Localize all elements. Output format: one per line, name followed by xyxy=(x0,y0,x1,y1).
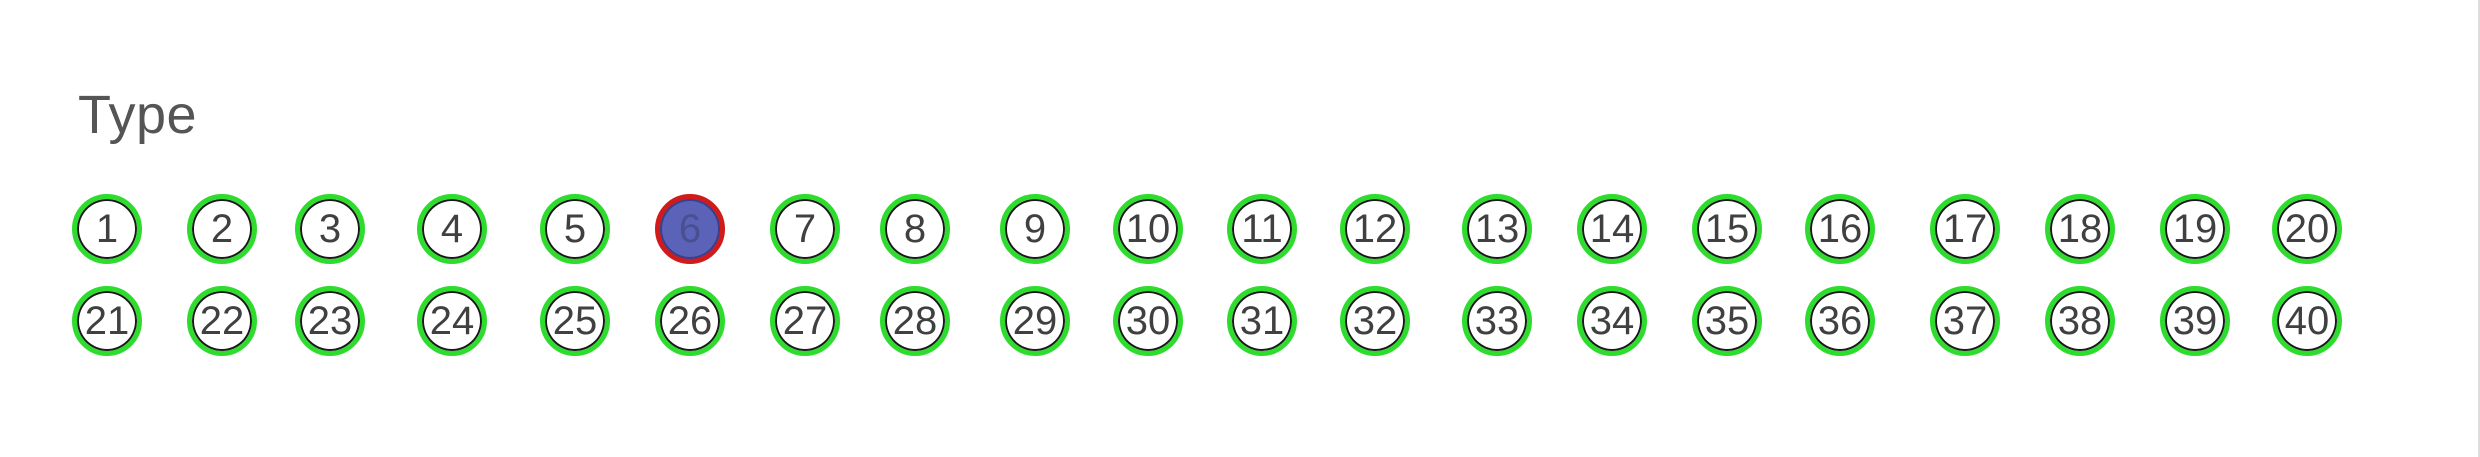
type-option-10[interactable]: 10 xyxy=(1113,194,1183,264)
right-border xyxy=(2478,0,2480,457)
type-option-26[interactable]: 26 xyxy=(655,286,725,356)
type-option-21[interactable]: 21 xyxy=(72,286,142,356)
type-option-1[interactable]: 1 xyxy=(72,194,142,264)
type-option-3[interactable]: 3 xyxy=(295,194,365,264)
type-option-27[interactable]: 27 xyxy=(770,286,840,356)
type-option-16[interactable]: 16 xyxy=(1805,194,1875,264)
type-option-17[interactable]: 17 xyxy=(1930,194,2000,264)
type-option-11[interactable]: 11 xyxy=(1227,194,1297,264)
type-option-6[interactable]: 6 xyxy=(655,194,725,264)
type-option-32[interactable]: 32 xyxy=(1340,286,1410,356)
type-option-34[interactable]: 34 xyxy=(1577,286,1647,356)
type-option-40[interactable]: 40 xyxy=(2272,286,2342,356)
type-option-33[interactable]: 33 xyxy=(1462,286,1532,356)
type-option-8[interactable]: 8 xyxy=(880,194,950,264)
type-option-4[interactable]: 4 xyxy=(417,194,487,264)
type-option-35[interactable]: 35 xyxy=(1692,286,1762,356)
type-option-20[interactable]: 20 xyxy=(2272,194,2342,264)
type-option-31[interactable]: 31 xyxy=(1227,286,1297,356)
type-option-36[interactable]: 36 xyxy=(1805,286,1875,356)
type-option-19[interactable]: 19 xyxy=(2160,194,2230,264)
type-option-29[interactable]: 29 xyxy=(1000,286,1070,356)
type-option-15[interactable]: 15 xyxy=(1692,194,1762,264)
type-option-12[interactable]: 12 xyxy=(1340,194,1410,264)
type-option-38[interactable]: 38 xyxy=(2045,286,2115,356)
type-option-39[interactable]: 39 xyxy=(2160,286,2230,356)
type-option-9[interactable]: 9 xyxy=(1000,194,1070,264)
type-option-37[interactable]: 37 xyxy=(1930,286,2000,356)
type-option-22[interactable]: 22 xyxy=(187,286,257,356)
type-option-25[interactable]: 25 xyxy=(540,286,610,356)
type-option-30[interactable]: 30 xyxy=(1113,286,1183,356)
type-option-18[interactable]: 18 xyxy=(2045,194,2115,264)
type-heading: Type xyxy=(78,85,198,145)
type-option-24[interactable]: 24 xyxy=(417,286,487,356)
type-option-13[interactable]: 13 xyxy=(1462,194,1532,264)
type-option-7[interactable]: 7 xyxy=(770,194,840,264)
type-option-14[interactable]: 14 xyxy=(1577,194,1647,264)
type-option-5[interactable]: 5 xyxy=(540,194,610,264)
type-option-2[interactable]: 2 xyxy=(187,194,257,264)
type-option-28[interactable]: 28 xyxy=(880,286,950,356)
type-option-23[interactable]: 23 xyxy=(295,286,365,356)
